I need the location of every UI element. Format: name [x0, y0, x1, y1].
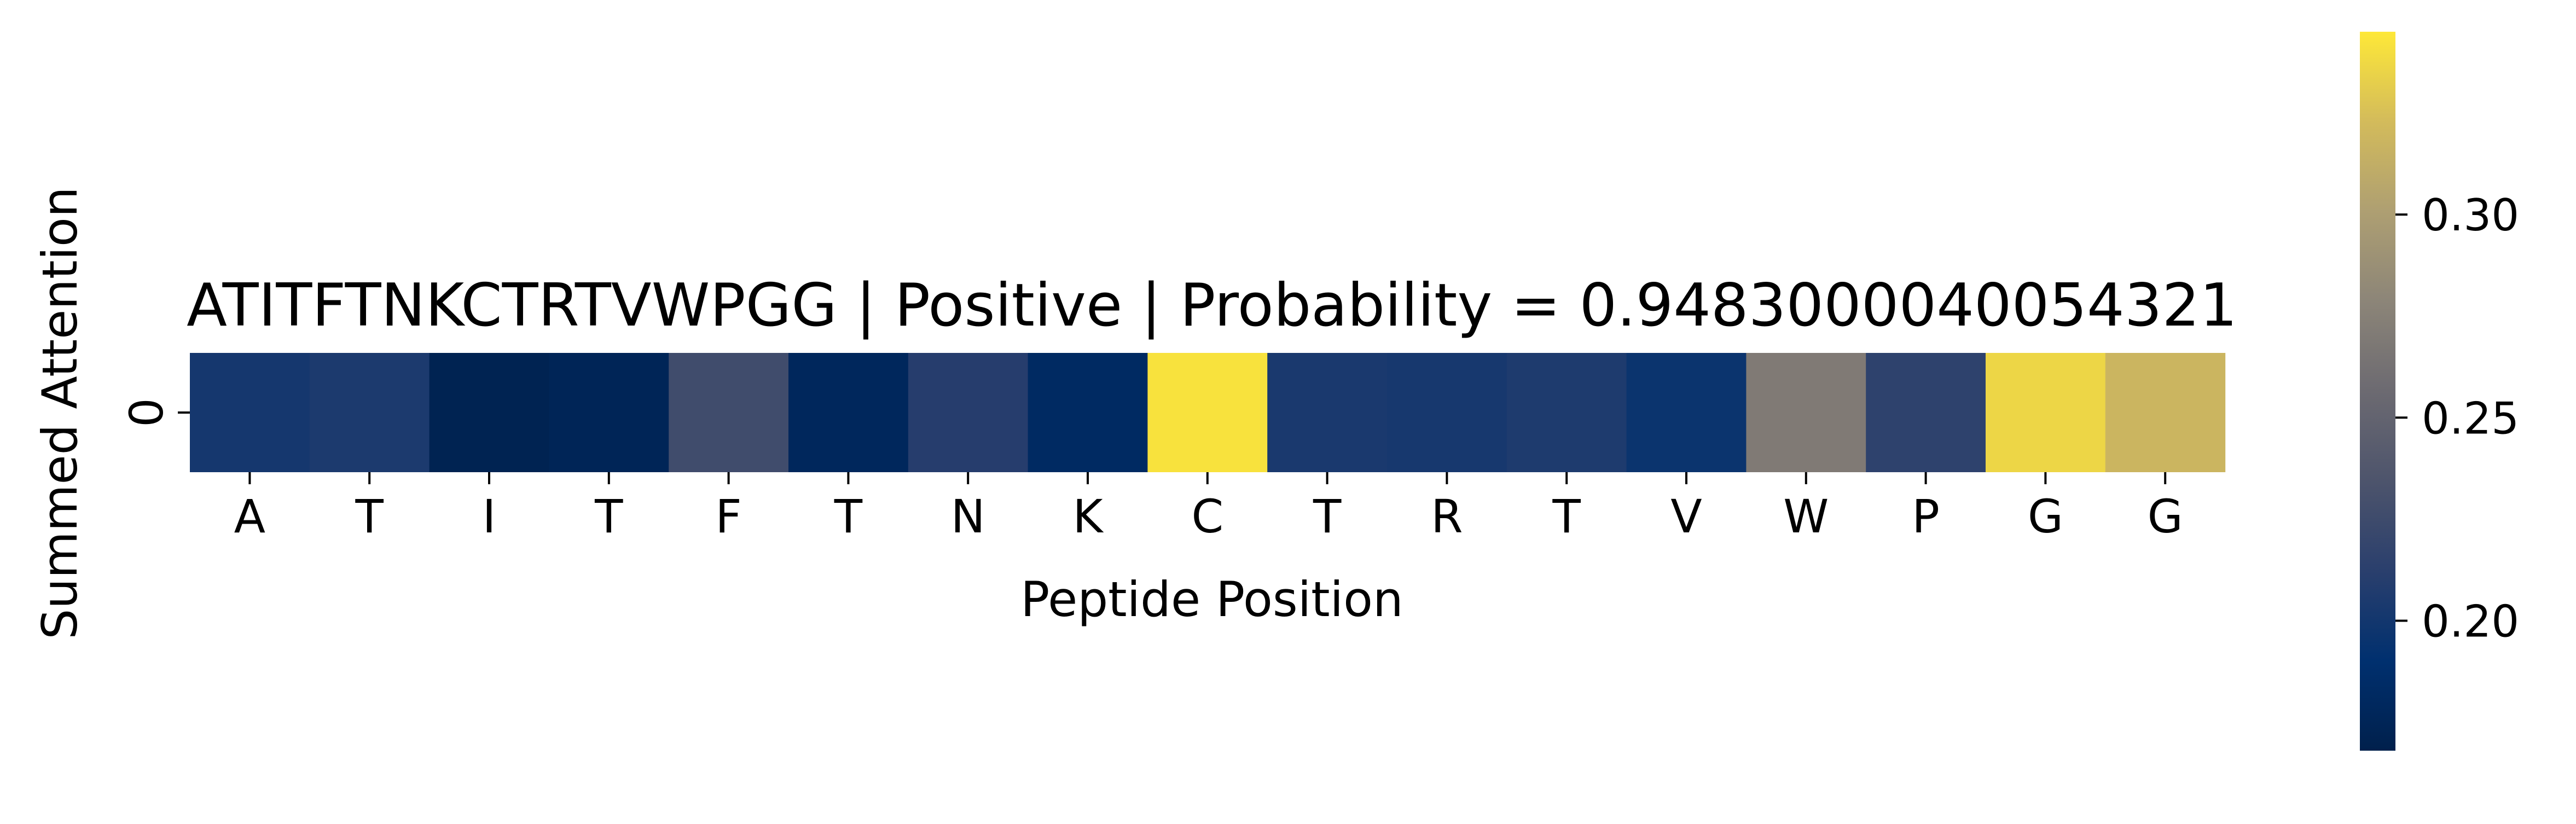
heatmap-cell: [1746, 353, 1866, 472]
colorbar-tick-label: 0.25: [2422, 393, 2519, 444]
x-tick-label: K: [1072, 490, 1104, 543]
heatmap-cell: [908, 353, 1029, 472]
y-axis-ticks: 0: [120, 398, 190, 427]
colorbar-tick-label: 0.20: [2422, 596, 2519, 647]
x-tick-label: T: [1313, 490, 1342, 543]
heatmap-cell: [1028, 353, 1148, 472]
x-axis-label: Peptide Position: [1020, 571, 1403, 628]
heatmap-cell: [309, 353, 430, 472]
x-tick-label: I: [483, 490, 496, 543]
y-axis-label: Summed Attention: [32, 187, 88, 639]
x-tick-label: P: [1912, 490, 1940, 543]
y-tick-label: 0: [120, 398, 173, 427]
heatmap-cells: [190, 353, 2226, 472]
x-tick-label: R: [1431, 490, 1463, 543]
x-tick-label: N: [951, 490, 985, 543]
x-tick-label: T: [834, 490, 863, 543]
heatmap-cell: [1626, 353, 1747, 472]
x-tick-label: V: [1670, 490, 1702, 543]
heatmap-cell: [2105, 353, 2226, 472]
heatmap-cell: [549, 353, 669, 472]
heatmap-cell: [429, 353, 549, 472]
heatmap-cell: [669, 353, 789, 472]
heatmap-cell: [1147, 353, 1268, 472]
heatmap-cell: [1986, 353, 2106, 472]
x-tick-label: W: [1783, 490, 1829, 543]
heatmap-cell: [1267, 353, 1388, 472]
heatmap-cell: [1506, 353, 1627, 472]
x-tick-label: G: [2148, 490, 2183, 543]
colorbar: [2360, 32, 2395, 751]
colorbar-ticks: 0.20 0.25 0.30: [2395, 190, 2519, 647]
x-tick-label: G: [2028, 490, 2063, 543]
heatmap-cell: [190, 353, 310, 472]
x-tick-label: F: [715, 490, 741, 543]
x-tick-label: A: [234, 490, 265, 543]
x-tick-label: T: [594, 490, 623, 543]
heatmap-cell: [1387, 353, 1507, 472]
x-tick-label: T: [1552, 490, 1581, 543]
colorbar-tick-label: 0.30: [2422, 190, 2519, 241]
x-tick-label: C: [1191, 490, 1223, 543]
heatmap-cell: [788, 353, 909, 472]
heatmap-cell: [1866, 353, 1986, 472]
x-tick-label: T: [355, 490, 384, 543]
chart-title: ATITFTNKCTRTVWPGG | Positive | Probabili…: [187, 271, 2237, 340]
